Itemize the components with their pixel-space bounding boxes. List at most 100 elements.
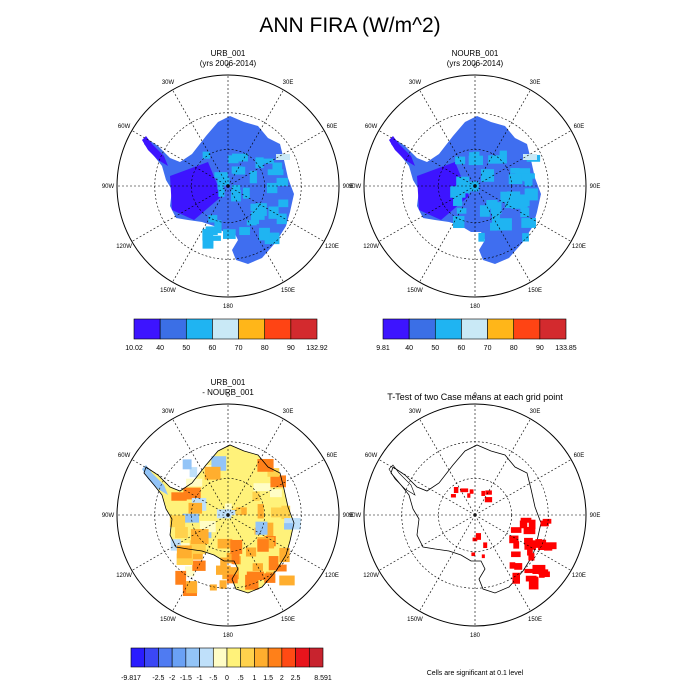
map-cell <box>518 196 528 208</box>
map-cell <box>242 187 250 199</box>
significant-cell <box>450 494 456 498</box>
map-cell <box>205 226 218 235</box>
colorbar-label: 70 <box>235 345 243 352</box>
map-cell <box>271 507 284 518</box>
longitude-label: 150E <box>528 288 542 294</box>
colorbar-label: 90 <box>287 345 295 352</box>
map-cell <box>522 233 529 242</box>
longitude-label: 60W <box>365 453 378 459</box>
map-cell <box>231 190 241 202</box>
colorbar-label: 8.591 <box>314 675 332 682</box>
longitude-label: 180 <box>223 304 234 310</box>
map-cell <box>270 475 286 488</box>
significant-cell <box>453 487 459 494</box>
map-cell <box>246 571 264 580</box>
map-cell <box>276 177 288 187</box>
map-cell <box>279 575 295 586</box>
significant-cell <box>471 552 476 557</box>
map-cell <box>239 227 250 236</box>
meridian-line <box>419 514 476 612</box>
map-cell <box>276 213 287 225</box>
colorbar-swatch <box>382 318 410 340</box>
longitude-label: 120E <box>572 573 586 579</box>
significant-cell <box>540 520 549 527</box>
map-cell <box>478 232 485 242</box>
map-cell <box>202 237 214 249</box>
colorbar-swatch <box>295 647 310 668</box>
colorbar-label: 40 <box>405 345 413 352</box>
map-cell <box>255 521 268 535</box>
map-cell <box>209 235 221 241</box>
map-cell <box>258 227 270 241</box>
longitude-label: 30E <box>530 80 541 86</box>
panel-title: NOURB_001 <box>452 49 499 58</box>
meridian-line <box>378 130 476 187</box>
map-cell <box>183 487 201 500</box>
colorbar-swatch <box>487 318 515 340</box>
longitude-label: 150E <box>528 617 542 623</box>
meridian-line <box>172 185 229 283</box>
map-cell <box>188 502 203 514</box>
map-cell <box>257 458 274 472</box>
colorbar-label: -1.5 <box>180 675 192 682</box>
significant-cell <box>509 562 516 569</box>
map-cell <box>453 193 463 206</box>
colorbar-swatch <box>254 647 269 668</box>
meridian-line <box>378 459 476 516</box>
colorbar-label: 90 <box>536 345 544 352</box>
longitude-label: 30E <box>530 409 541 415</box>
longitude-label: 60E <box>327 453 338 459</box>
colorbar-swatch <box>434 318 462 340</box>
map-cell <box>488 155 502 164</box>
map-cell <box>463 186 470 194</box>
meridian-line <box>474 418 531 516</box>
colorbar-label: -1 <box>196 675 202 682</box>
longitude-label: 60E <box>574 124 585 130</box>
meridian-line <box>474 130 572 187</box>
map-cell <box>491 213 500 224</box>
significant-cell <box>483 542 488 549</box>
map-cell <box>169 515 186 528</box>
coastline <box>390 444 542 594</box>
map-cell <box>228 155 239 164</box>
meridian-line <box>474 89 531 187</box>
colorbar-swatch <box>199 647 214 668</box>
map-boundary <box>116 74 340 298</box>
west-antarctica-fill <box>170 162 222 220</box>
map-cell <box>490 222 498 231</box>
map-cell <box>264 232 280 245</box>
colorbar-label: 10.02 <box>125 345 143 352</box>
longitude-label: 30W <box>162 409 175 415</box>
colorbar-swatch <box>238 318 266 340</box>
meridian-line <box>227 89 284 187</box>
meridian-line <box>419 89 476 187</box>
map-cell <box>272 162 283 172</box>
map-cell <box>176 553 194 565</box>
colorbar-swatch <box>539 318 567 340</box>
longitude-label: 90W <box>349 184 362 190</box>
colorbar-swatch <box>264 318 292 340</box>
significant-cell <box>460 488 469 493</box>
map-cell <box>473 151 480 158</box>
significant-cell <box>528 540 541 545</box>
longitude-label: 0 <box>226 393 230 399</box>
map-cell <box>524 188 538 201</box>
longitude-label: 30E <box>283 409 294 415</box>
map-cell <box>217 538 233 549</box>
colorbar-label: 9.81 <box>376 345 390 352</box>
page-title: ANN FIRA (W/m^2) <box>259 14 441 37</box>
meridian-line <box>131 130 229 187</box>
map-cell <box>456 176 470 188</box>
map-cell <box>257 539 269 552</box>
map-cell <box>268 206 279 219</box>
significant-cell <box>532 564 546 574</box>
significant-cell <box>513 541 520 549</box>
significant-cell <box>484 497 493 503</box>
map-cell <box>463 181 479 192</box>
significant-cell <box>481 490 486 496</box>
longitude-label: 0 <box>473 393 477 399</box>
longitude-label: 150W <box>407 288 423 294</box>
longitude-label: 60E <box>574 453 585 459</box>
longitude-label: 30W <box>409 80 422 86</box>
colorbar-label: 70 <box>484 345 492 352</box>
